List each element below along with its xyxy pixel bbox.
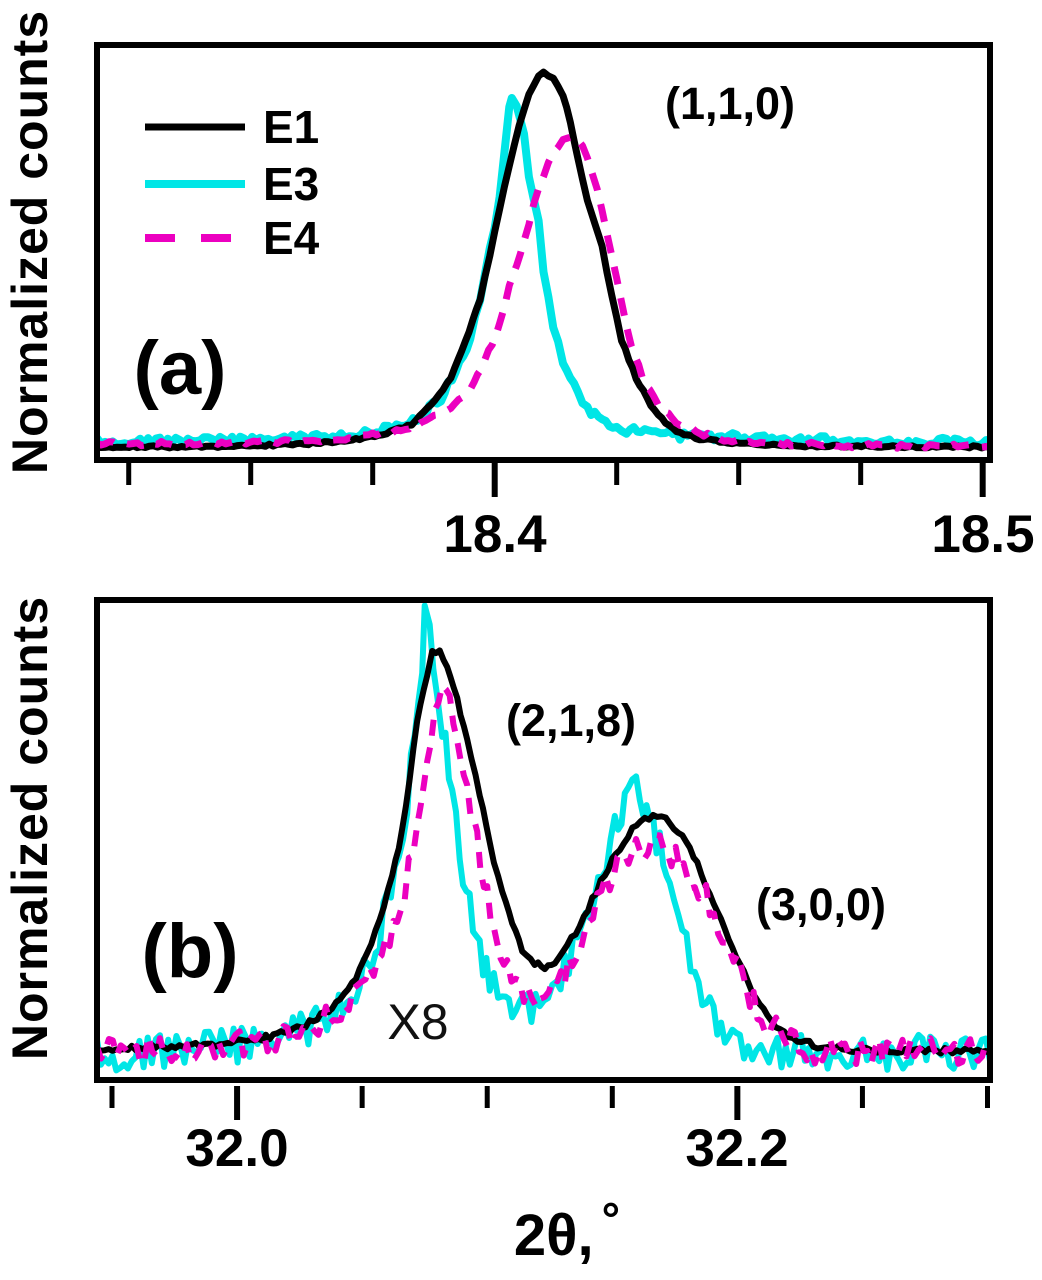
peak-annotation-218: (2,1,8) [505, 695, 637, 746]
legend-label-e4: E4 [263, 212, 320, 264]
series-E4-panel-b [100, 682, 987, 1067]
series-E3-panel-a [100, 94, 987, 450]
tick-label-32-0: 32.0 [185, 1119, 289, 1178]
series-E4-panel-a [100, 132, 987, 452]
legend-label-e1: E1 [263, 101, 320, 153]
legend-swatch-e4-dashed-line [145, 234, 245, 242]
y-axis-label-panel-a: Normalized counts [2, 9, 58, 475]
series-E1-panel-b [100, 647, 987, 1057]
legend-swatch-e1-line [145, 123, 245, 131]
x-axis-title: 2θ, ° [513, 1193, 620, 1269]
peak-annotation-300: (3,0,0) [755, 879, 887, 930]
panel-label-b: (b) [141, 909, 239, 994]
tick-label-32-2: 32.2 [685, 1119, 789, 1178]
tick-label-18-5: 18.5 [931, 505, 1035, 564]
legend-item-e3: E3 [143, 161, 319, 207]
panel-label-a: (a) [133, 326, 227, 411]
panel-b-plot-svg [94, 597, 993, 1120]
x-axis-title-text: 2θ, [513, 1203, 594, 1268]
peak-annotation-110: (1,1,0) [664, 78, 796, 129]
tick-label-18-4: 18.4 [443, 505, 547, 564]
legend-item-e1: E1 [143, 104, 319, 150]
plot-border-panel-a [94, 42, 993, 463]
plot-border-panel-b [94, 597, 993, 1083]
legend-item-e4: E4 [143, 215, 319, 261]
legend-swatch-e3-line [145, 180, 245, 188]
y-axis-label-panel-b: Normalized counts [2, 595, 58, 1061]
magnification-label-x8: X8 [387, 994, 449, 1050]
x-axis-title-degree-symbol: ° [601, 1193, 621, 1245]
legend-label-e3: E3 [263, 158, 320, 210]
panel-a-plot-svg [94, 42, 993, 497]
series-E3-panel-b [100, 603, 987, 1074]
